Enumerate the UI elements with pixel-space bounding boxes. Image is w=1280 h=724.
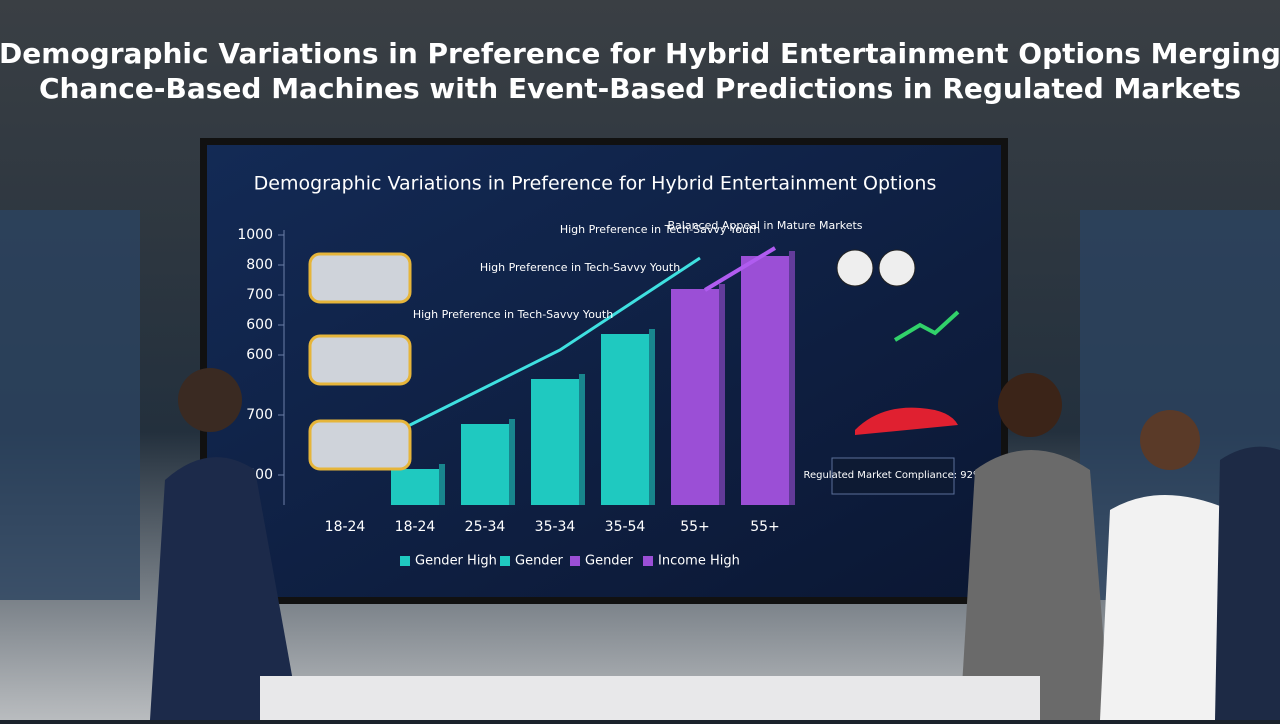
bar	[741, 256, 789, 505]
y-tick-label: 700	[246, 407, 273, 423]
legend-swatch	[500, 556, 510, 566]
y-tick-label: 700	[246, 287, 273, 303]
trend-arrow	[703, 246, 777, 292]
slot-icon	[308, 334, 412, 386]
person-head	[998, 373, 1062, 437]
annotation: Regulated Market Compliance: 92%	[803, 470, 982, 481]
ball-icon	[878, 249, 916, 287]
slot-icon	[308, 419, 412, 471]
bar-side	[789, 251, 795, 505]
person	[1100, 495, 1240, 720]
annotation: Balanced Appeal in Mature Markets	[667, 219, 862, 232]
x-tick-label: 25-34	[465, 519, 506, 535]
legend-swatch	[400, 556, 410, 566]
person	[960, 450, 1110, 720]
bar	[671, 289, 719, 505]
person-head	[1140, 410, 1200, 470]
annotation: High Preference in Tech-Savvy Youth	[413, 308, 613, 321]
legend-swatch	[570, 556, 580, 566]
bar-side	[509, 419, 515, 505]
ball-icon	[836, 249, 874, 287]
annotation: High Preference in Tech-Savvy Youth	[560, 223, 760, 236]
page-title-line: Chance-Based Machines with Event-Based P…	[39, 72, 1241, 105]
x-tick-label: 35-54	[605, 519, 646, 535]
x-tick-label: 55+	[750, 519, 780, 535]
compliance-box	[831, 457, 955, 495]
page-title-line: Demographic Variations in Preference for…	[0, 37, 1280, 70]
y-tick-label: 600	[246, 317, 273, 333]
x-tick-label: 18-24	[395, 519, 436, 535]
table	[260, 676, 1040, 720]
race-icon	[855, 407, 958, 435]
legend-label: Gender	[585, 554, 634, 569]
x-tick-label: 55+	[680, 519, 710, 535]
bar	[391, 469, 439, 505]
legend-label: Gender High	[415, 554, 497, 569]
y-tick-label: 800	[246, 257, 273, 273]
bar	[601, 334, 649, 505]
bar-side	[439, 464, 445, 505]
bar-side	[649, 329, 655, 505]
legend-label: Income High	[658, 554, 740, 569]
x-tick-label: 35-34	[535, 519, 576, 535]
bar-side	[579, 374, 585, 505]
legend-label: Gender	[515, 554, 564, 569]
presenter-head	[178, 368, 242, 432]
y-tick-label: 1000	[237, 227, 273, 243]
annotation: High Preference in Tech-Savvy Youth	[480, 261, 680, 274]
chart-title: Demographic Variations in Preference for…	[254, 173, 937, 195]
slot-icon	[308, 252, 412, 304]
x-tick-label: 18-24	[325, 519, 366, 535]
bar-side	[719, 284, 725, 505]
trend-arrow	[399, 256, 701, 432]
legend-swatch	[643, 556, 653, 566]
window-left	[0, 210, 140, 600]
presenter	[150, 457, 300, 720]
bar	[461, 424, 509, 505]
growth-icon	[893, 310, 960, 342]
person	[1215, 446, 1280, 720]
y-tick-label: 600	[246, 347, 273, 363]
bar	[531, 379, 579, 505]
